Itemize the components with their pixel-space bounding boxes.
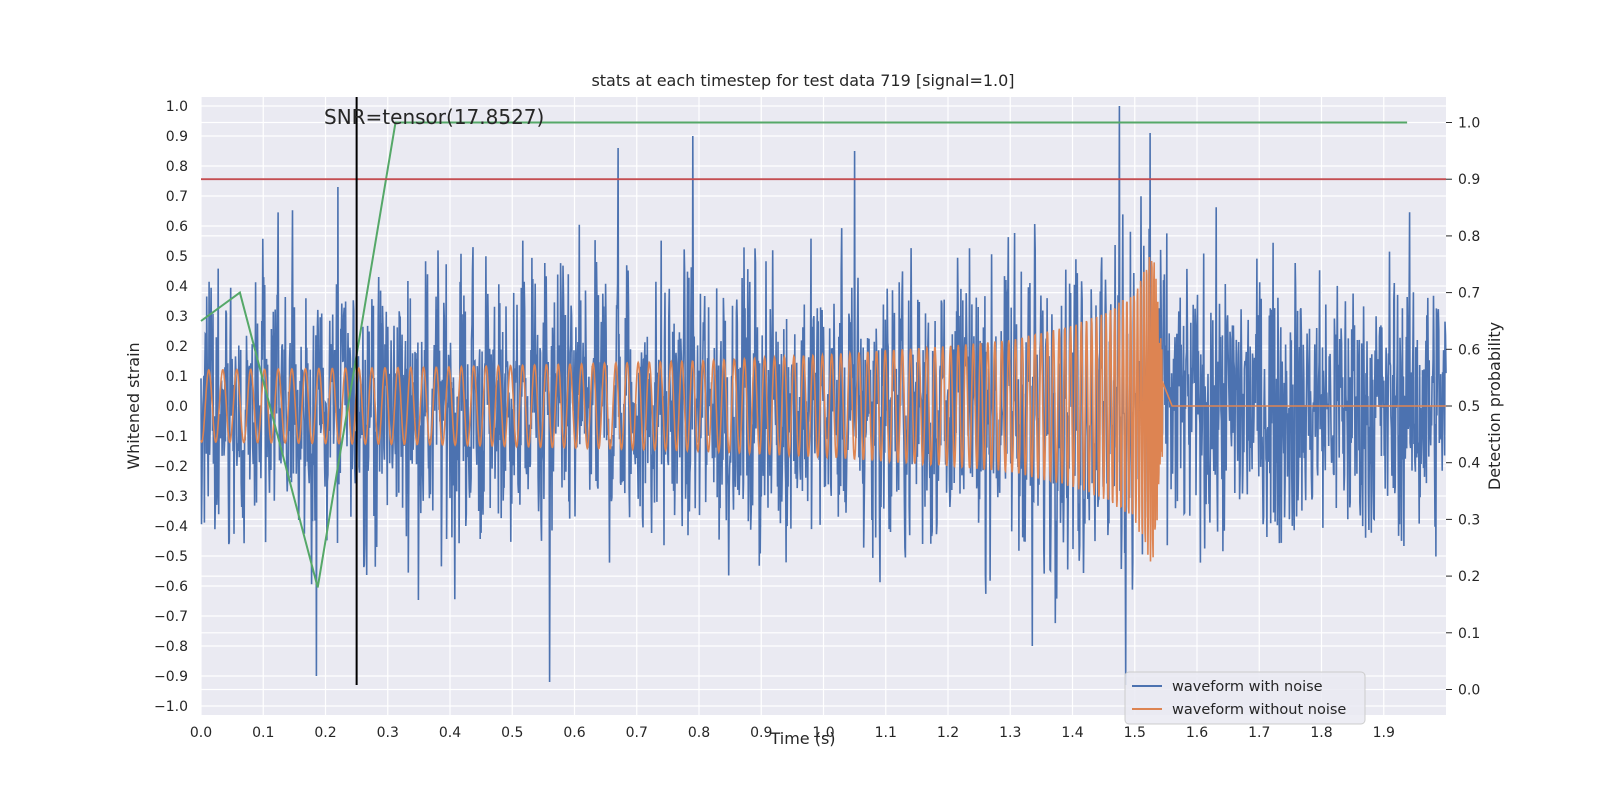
x-tick-label: 1.8 <box>1310 725 1332 741</box>
x-tick-label: 1.5 <box>1124 725 1146 741</box>
x-axis-label: Time (s) <box>769 729 835 748</box>
line-detection-probability <box>200 121 1408 588</box>
y-tick-label: 0.9 <box>166 129 188 145</box>
y-tick-label: −0.5 <box>154 549 188 565</box>
y-tick-label: 1.0 <box>166 99 188 115</box>
x-tick-label: 1.3 <box>999 725 1021 741</box>
y-axis-label: Whitened strain <box>124 342 143 469</box>
y-tick-label: −0.3 <box>154 489 188 505</box>
y2-tick-label: 0.2 <box>1458 569 1480 585</box>
legend: waveform with noise waveform without noi… <box>1124 671 1366 725</box>
x-tick-label: 0.3 <box>377 725 399 741</box>
y-tick-label: 0.3 <box>166 309 188 325</box>
y2-tick-label: 0.6 <box>1458 342 1480 358</box>
y-tick-label: 0.8 <box>166 159 188 175</box>
x-tick-label: 0.5 <box>501 725 523 741</box>
legend-label-waveform-without-noise: waveform without noise <box>1172 702 1346 718</box>
x-tick-label: 1.1 <box>875 725 897 741</box>
line-waveform-without-noise <box>200 256 1446 562</box>
y-tick-label: −1.0 <box>154 699 188 715</box>
x-tick-label: 1.6 <box>1186 725 1208 741</box>
y-tick-label: −0.2 <box>154 459 188 475</box>
y2-tick-label: 0.7 <box>1458 286 1480 302</box>
x-tick-label: 0.9 <box>750 725 772 741</box>
y-tick-label: 0.0 <box>166 399 188 415</box>
x-tick-label: 1.2 <box>937 725 959 741</box>
y-tick-label: 0.6 <box>166 219 188 235</box>
y-tick-label: −0.8 <box>154 639 188 655</box>
y-tick-label: 0.4 <box>166 279 188 295</box>
y-tick-label: −0.7 <box>154 609 188 625</box>
series-waveform-without-noise <box>200 256 1446 562</box>
x-tick-label: 0.0 <box>190 725 212 741</box>
series-waveform-with-noise <box>200 105 1447 686</box>
line-waveform-with-noise <box>200 105 1447 686</box>
x-tick-label: 0.7 <box>626 725 648 741</box>
y2-tick-label: 0.5 <box>1458 399 1480 415</box>
y2-tick-label: 0.3 <box>1458 512 1480 528</box>
x-tick-label: 0.6 <box>563 725 585 741</box>
legend-box <box>1124 671 1366 725</box>
x-tick-label: 0.4 <box>439 725 461 741</box>
y-tick-label: −0.9 <box>154 669 188 685</box>
x-tick-label: 1.0 <box>812 725 834 741</box>
y2-tick-label: 1.0 <box>1458 116 1480 132</box>
x-tick-label: 0.2 <box>314 725 336 741</box>
y2-tick-label: 0.1 <box>1458 626 1480 642</box>
series-detection-probability <box>200 121 1408 588</box>
y-tick-label: 0.5 <box>166 249 188 265</box>
y-tick-label: 0.7 <box>166 189 188 205</box>
y-axis-left: −1.0 −0.9 −0.8 −0.7 −0.6 −0.5 −0.4 −0.3 −0.2 −0.1… <box>154 99 188 715</box>
y-tick-label: 0.1 <box>166 369 188 385</box>
x-axis: 0.0 0.1 0.2 0.3 0.4 0.5 0.6 0.7 0.8 0.9 1.0 1.1 1.2 1… <box>190 725 1395 741</box>
y2-tick-label: 0.8 <box>1458 229 1480 245</box>
x-tick-label: 1.4 <box>1061 725 1083 741</box>
y-axis-right: 0.0 0.1 0.2 0.3 0.4 0.5 0.6 0.7 0.8 0.9 1.0 <box>1446 116 1480 698</box>
y2-tick-label: 0.0 <box>1458 682 1480 698</box>
y2-axis-label: Detection probability <box>1485 322 1504 490</box>
x-tick-label: 1.7 <box>1248 725 1270 741</box>
y2-tick-label: 0.4 <box>1458 456 1480 472</box>
y-tick-label: −0.6 <box>154 579 188 595</box>
y-tick-label: −0.4 <box>154 519 188 535</box>
legend-label-waveform-with-noise: waveform with noise <box>1172 679 1323 695</box>
x-tick-label: 1.9 <box>1373 725 1395 741</box>
x-tick-label: 0.8 <box>688 725 710 741</box>
y-tick-label: −0.1 <box>154 429 188 445</box>
snr-annotation: SNR=tensor(17.8527) <box>324 105 544 129</box>
y2-tick-label: 0.9 <box>1458 172 1480 188</box>
y-tick-label: 0.2 <box>166 339 188 355</box>
chart-title: stats at each timestep for test data 719… <box>591 71 1014 90</box>
x-tick-label: 0.1 <box>252 725 274 741</box>
